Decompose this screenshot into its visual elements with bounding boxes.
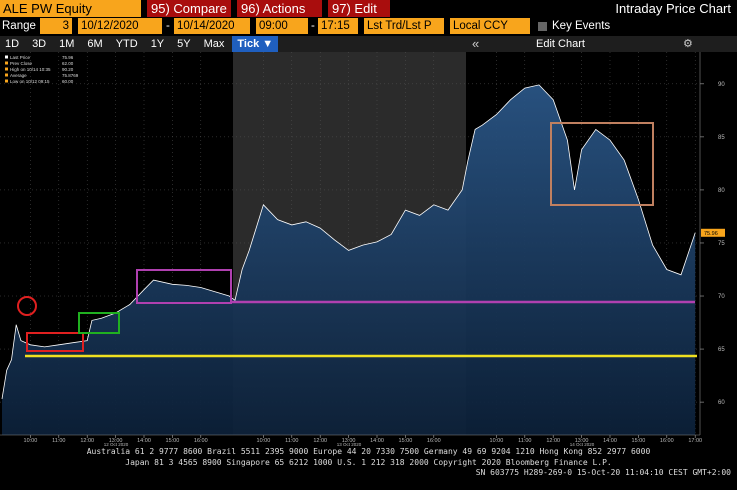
last-price-tag: [701, 228, 725, 237]
footer-line: Japan 81 3 4565 8900 Singapore 65 6212 1…: [125, 458, 612, 467]
footer-line: Australia 61 2 9777 8600 Brazil 5511 239…: [86, 447, 651, 456]
x-tick-label: 13:00: [575, 438, 589, 444]
end-time-field[interactable]: 17:15: [318, 18, 358, 34]
x-tick-label: 16:00: [194, 438, 208, 444]
y-tick-label: 90: [718, 82, 725, 88]
legend-name: Average: [10, 73, 27, 78]
x-tick-label: 16:00: [427, 438, 441, 444]
highlight-box: [26, 332, 84, 352]
legend-swatch: [5, 67, 8, 71]
settings-icon[interactable]: ⚙: [683, 38, 693, 50]
x-tick-label: 10:00: [490, 438, 504, 444]
period-button[interactable]: 1M: [59, 38, 75, 50]
y-tick-label: 75: [718, 241, 725, 247]
x-tick-label: 10:00: [257, 438, 271, 444]
legend-name: High on 10/14 10:35: [10, 67, 51, 72]
period-bar: [0, 36, 737, 52]
period-button[interactable]: 1Y: [150, 38, 165, 50]
period-buttons: 1D 3D 1M 6M YTD 1Y 5Y Max Tick ▼: [0, 36, 281, 52]
legend-swatch: [5, 61, 8, 65]
last-price-label: 75.96: [704, 231, 718, 237]
date-label: 14 Oct 2020: [570, 442, 595, 447]
actions-button[interactable]: 96) Actions: [237, 0, 322, 17]
edit-button[interactable]: 97) Edit: [328, 0, 390, 17]
legend-name: Prev Close: [10, 61, 33, 66]
legend-value: 75.96: [62, 55, 74, 60]
range-label: Range: [2, 20, 36, 32]
start-time-field[interactable]: 09:00: [256, 18, 308, 34]
x-tick-label: 11:00: [518, 438, 531, 444]
x-tick-label: 12:00: [546, 438, 560, 444]
compare-button[interactable]: 95) Compare: [147, 0, 231, 17]
footer-line: SN 603775 H289-269-0 15-Oct-20 11:04:10 …: [475, 468, 731, 477]
x-tick-label: 12:00: [80, 438, 94, 444]
currency-field[interactable]: Local CCY: [450, 18, 530, 34]
date-label: 12 Oct 2020: [104, 442, 129, 447]
y-tick-label: 85: [718, 135, 725, 141]
y-tick-label: 65: [718, 347, 725, 353]
price-field[interactable]: Lst Trd/Lst P: [364, 18, 444, 34]
x-tick-label: 15:00: [166, 438, 180, 444]
date-label: 13 Oct 2020: [337, 442, 362, 447]
x-tick-label: 14:00: [137, 438, 151, 444]
page-title: Intraday Price Chart: [615, 1, 731, 16]
separator: -: [311, 20, 315, 32]
legend-name: Low on 10/12 09:15: [10, 79, 50, 84]
highlight-box: [550, 122, 654, 206]
legend-swatch: [5, 55, 8, 59]
x-tick-label: 14:00: [370, 438, 384, 444]
legend-name: Last Price: [10, 55, 31, 60]
highlight-box: [136, 269, 232, 304]
y-tick-label: 70: [718, 294, 725, 300]
x-tick-label: 15:00: [632, 438, 646, 444]
highlight-box: [78, 312, 120, 334]
x-tick-label: 10:00: [24, 438, 38, 444]
legend-value: 62.00: [62, 61, 74, 66]
period-button[interactable]: YTD: [115, 38, 138, 50]
edit-chart-button[interactable]: Edit Chart: [536, 38, 585, 50]
key-events-label: Key Events: [552, 20, 611, 32]
periods-field[interactable]: 3: [40, 18, 72, 34]
area-fill: [2, 84, 696, 436]
x-tick-label: 13:00: [109, 438, 123, 444]
collapse-icon[interactable]: «: [472, 36, 480, 51]
checkbox[interactable]: [538, 22, 547, 31]
x-tick-label: 12:00: [313, 438, 327, 444]
price-line: [1, 84, 696, 399]
legend-swatch: [5, 79, 8, 83]
x-tick-label: 11:00: [285, 438, 298, 444]
period-button[interactable]: Max: [203, 38, 225, 50]
period-button[interactable]: 3D: [32, 38, 47, 50]
x-tick-label: 15:00: [399, 438, 413, 444]
highlight-circle: [17, 296, 37, 316]
legend-swatch: [5, 73, 8, 77]
period-button[interactable]: 5Y: [177, 38, 191, 50]
end-date-field[interactable]: 10/14/2020: [174, 18, 250, 34]
y-tick-label: 60: [718, 400, 725, 406]
legend-value: 60.00: [62, 79, 74, 84]
legend-value: 90.20: [62, 67, 74, 72]
y-tick-label: 80: [718, 188, 725, 194]
x-tick-label: 16:00: [660, 438, 674, 444]
security-field[interactable]: ALE PW Equity: [0, 0, 141, 17]
period-button[interactable]: Tick ▼: [232, 36, 279, 52]
separator: -: [166, 20, 170, 32]
period-button[interactable]: 1D: [5, 38, 20, 50]
x-tick-label: 11:00: [52, 438, 65, 444]
x-tick-label: 13:00: [342, 438, 356, 444]
start-date-field[interactable]: 10/12/2020: [78, 18, 162, 34]
period-button[interactable]: 6M: [87, 38, 103, 50]
x-tick-label: 14:00: [603, 438, 617, 444]
x-tick-label: 17:00: [688, 438, 702, 444]
legend-value: 75.8769: [62, 73, 79, 78]
